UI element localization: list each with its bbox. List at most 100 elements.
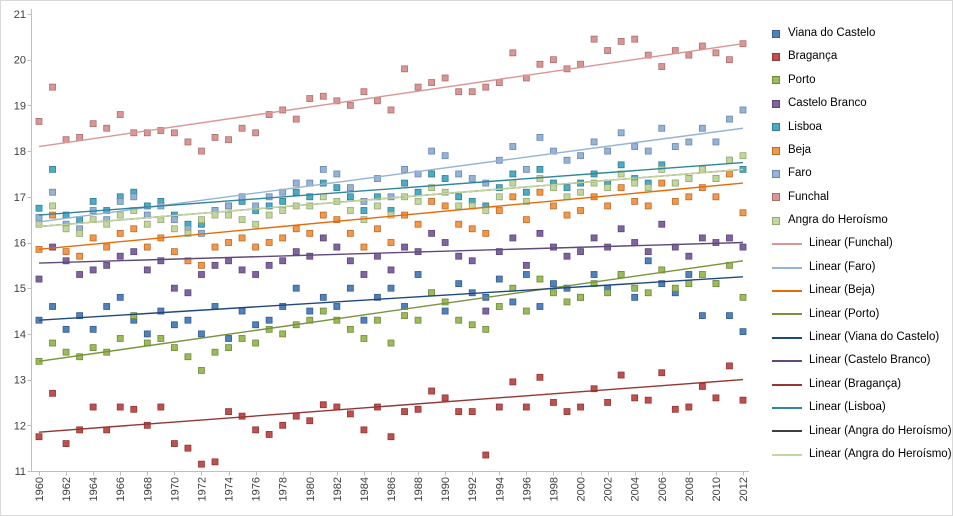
data-point[interactable] bbox=[333, 97, 341, 105]
data-point[interactable] bbox=[671, 197, 679, 205]
data-point[interactable] bbox=[468, 225, 476, 233]
data-point[interactable] bbox=[374, 225, 381, 233]
data-point[interactable] bbox=[76, 133, 84, 141]
data-point[interactable] bbox=[387, 339, 395, 347]
data-point[interactable] bbox=[265, 431, 273, 438]
data-point[interactable] bbox=[76, 271, 84, 278]
legend-item[interactable]: Linear (Bragança) bbox=[767, 373, 952, 396]
data-point[interactable] bbox=[62, 248, 70, 256]
data-point[interactable] bbox=[441, 74, 449, 82]
data-point[interactable] bbox=[455, 252, 463, 260]
data-point[interactable] bbox=[387, 266, 395, 274]
data-point[interactable] bbox=[631, 293, 639, 301]
data-point[interactable] bbox=[387, 284, 395, 292]
data-point[interactable] bbox=[49, 83, 56, 91]
data-point[interactable] bbox=[62, 325, 70, 333]
legend-item[interactable]: Bragança bbox=[767, 45, 952, 68]
data-point[interactable] bbox=[346, 184, 354, 192]
data-point[interactable] bbox=[238, 124, 246, 132]
data-point[interactable] bbox=[143, 330, 151, 338]
data-point[interactable] bbox=[184, 229, 192, 237]
data-point[interactable] bbox=[428, 197, 436, 205]
data-point[interactable] bbox=[89, 234, 97, 242]
data-point[interactable] bbox=[374, 252, 381, 260]
data-point[interactable] bbox=[726, 362, 733, 370]
data-point[interactable] bbox=[238, 335, 246, 342]
data-point[interactable] bbox=[644, 248, 652, 256]
data-point[interactable] bbox=[401, 243, 408, 251]
data-point[interactable] bbox=[604, 147, 612, 155]
data-point[interactable] bbox=[170, 225, 178, 233]
data-point[interactable] bbox=[739, 106, 747, 114]
data-point[interactable] bbox=[414, 83, 422, 91]
data-point[interactable] bbox=[225, 239, 232, 246]
data-point[interactable] bbox=[49, 389, 56, 397]
data-point[interactable] bbox=[252, 339, 260, 347]
data-point[interactable] bbox=[346, 193, 354, 201]
data-point[interactable] bbox=[346, 229, 354, 237]
data-point[interactable] bbox=[536, 303, 544, 310]
data-point[interactable] bbox=[184, 138, 192, 146]
data-point[interactable] bbox=[333, 303, 341, 310]
data-point[interactable] bbox=[346, 284, 354, 292]
data-point[interactable] bbox=[522, 216, 530, 224]
data-point[interactable] bbox=[333, 316, 341, 324]
data-point[interactable] bbox=[577, 293, 584, 301]
data-point[interactable] bbox=[116, 335, 124, 342]
data-point[interactable] bbox=[726, 170, 733, 178]
data-point[interactable] bbox=[644, 147, 652, 155]
data-point[interactable] bbox=[333, 197, 341, 205]
data-point[interactable] bbox=[49, 243, 56, 251]
data-point[interactable] bbox=[35, 220, 43, 228]
data-point[interactable] bbox=[563, 156, 571, 164]
data-point[interactable] bbox=[712, 394, 720, 402]
data-point[interactable] bbox=[455, 88, 463, 96]
data-point[interactable] bbox=[536, 275, 544, 283]
data-point[interactable] bbox=[265, 211, 273, 219]
data-point[interactable] bbox=[292, 284, 300, 292]
data-point[interactable] bbox=[360, 316, 368, 324]
data-point[interactable] bbox=[116, 293, 124, 301]
data-point[interactable] bbox=[35, 204, 43, 212]
data-point[interactable] bbox=[279, 234, 287, 242]
data-point[interactable] bbox=[35, 275, 43, 283]
data-point[interactable] bbox=[211, 243, 219, 251]
data-point[interactable] bbox=[495, 207, 503, 214]
data-point[interactable] bbox=[455, 280, 463, 288]
data-point[interactable] bbox=[265, 202, 273, 210]
data-point[interactable] bbox=[35, 213, 43, 221]
data-point[interactable] bbox=[563, 211, 571, 219]
data-point[interactable] bbox=[184, 257, 192, 265]
data-point[interactable] bbox=[617, 271, 625, 278]
legend-item[interactable]: Linear (Beja) bbox=[767, 279, 952, 302]
data-point[interactable] bbox=[428, 170, 436, 178]
data-point[interactable] bbox=[374, 97, 381, 105]
data-point[interactable] bbox=[414, 188, 422, 196]
data-point[interactable] bbox=[306, 229, 314, 237]
data-point[interactable] bbox=[414, 271, 422, 278]
data-point[interactable] bbox=[522, 271, 530, 278]
data-point[interactable] bbox=[76, 353, 84, 361]
data-point[interactable] bbox=[563, 252, 571, 260]
data-point[interactable] bbox=[685, 252, 693, 260]
data-point[interactable] bbox=[509, 179, 517, 187]
data-point[interactable] bbox=[292, 179, 300, 187]
data-point[interactable] bbox=[35, 433, 43, 441]
data-point[interactable] bbox=[49, 211, 56, 219]
data-point[interactable] bbox=[509, 49, 517, 57]
data-point[interactable] bbox=[292, 225, 300, 233]
data-point[interactable] bbox=[536, 229, 544, 237]
data-point[interactable] bbox=[604, 202, 612, 210]
data-point[interactable] bbox=[712, 138, 720, 146]
trend-line[interactable] bbox=[38, 378, 744, 433]
data-point[interactable] bbox=[116, 229, 124, 237]
data-point[interactable] bbox=[658, 179, 666, 187]
data-point[interactable] bbox=[644, 396, 652, 404]
data-point[interactable] bbox=[238, 216, 246, 224]
data-point[interactable] bbox=[374, 193, 381, 201]
data-point[interactable] bbox=[590, 138, 598, 146]
data-point[interactable] bbox=[671, 179, 679, 187]
data-point[interactable] bbox=[698, 165, 706, 173]
data-point[interactable] bbox=[658, 280, 666, 288]
data-point[interactable] bbox=[658, 369, 666, 377]
